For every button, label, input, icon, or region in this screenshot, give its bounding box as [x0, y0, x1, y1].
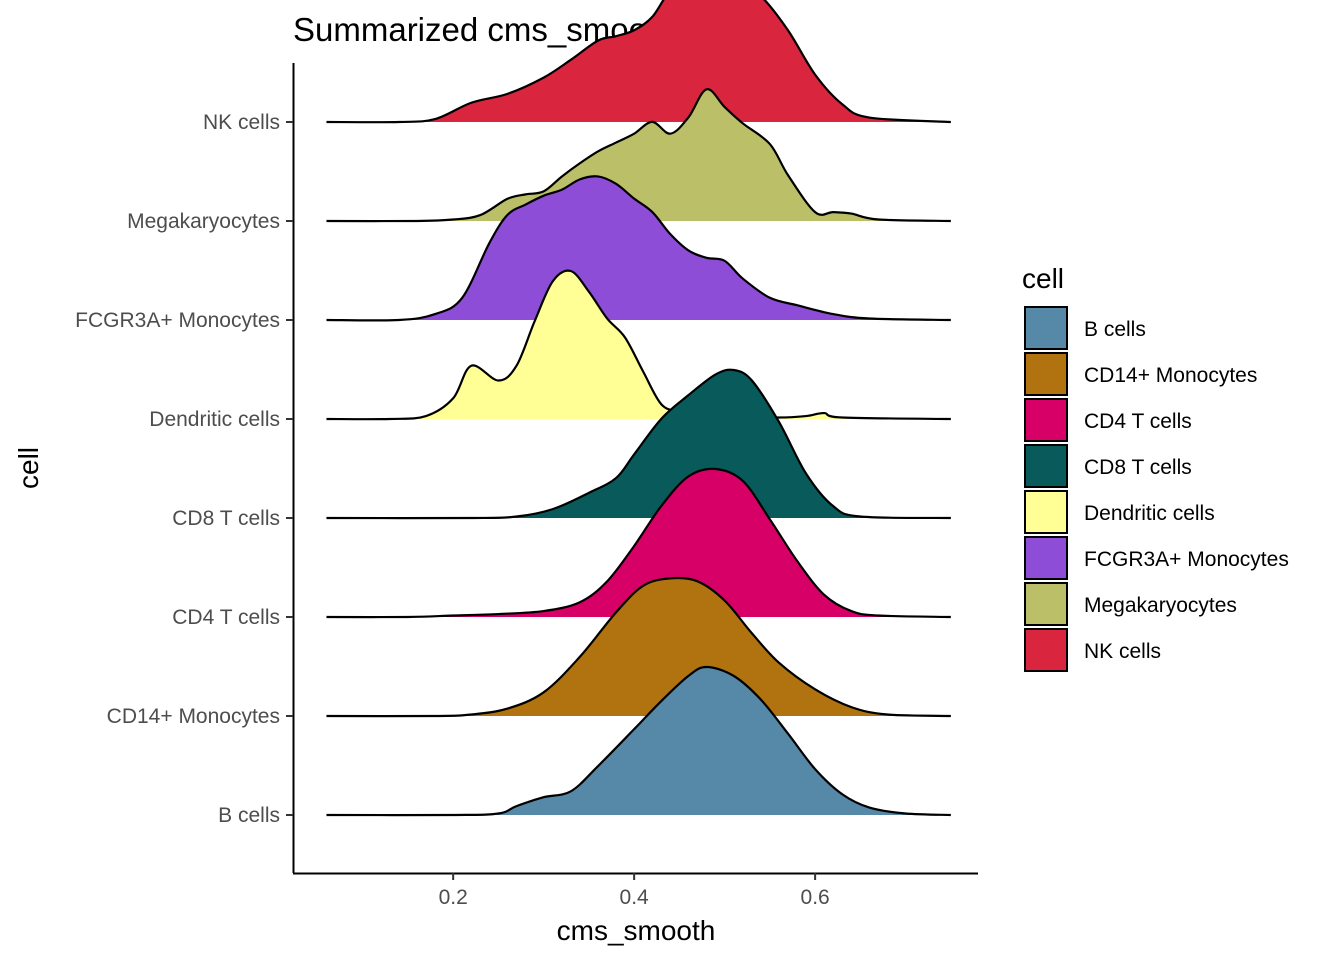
legend-key-b-cells [1024, 306, 1068, 350]
y-tick-label: Megakaryocytes [127, 210, 280, 233]
y-axis-title: cell [13, 447, 44, 489]
ridge-megakaryocytes [326, 88, 951, 223]
y-tick-label: B cells [218, 804, 280, 827]
y-ticks-group: B cells CD14+ Monocytes CD4 T cells CD8 T c… [75, 111, 293, 827]
legend-key-cd8-t-cells [1024, 444, 1068, 488]
legend-key-cd4-t-cells [1024, 398, 1068, 442]
legend-key-fcgr3a-monocytes [1024, 536, 1068, 580]
y-tick-label: FCGR3A+ Monocytes [75, 309, 280, 332]
legend-key-nk-cells [1024, 628, 1068, 672]
ridge-line-cd8-t-cells [326, 368, 951, 520]
y-tick-label: Dendritic cells [149, 408, 280, 431]
ridge-fcgr3a-monocytes [326, 175, 951, 322]
ridge-cd14-monocytes [326, 576, 951, 718]
x-axis-title: cms_smooth [557, 915, 716, 946]
ridge-line-fcgr3a-monocytes [326, 175, 951, 322]
ridge-area-cd4-t-cells [326, 468, 951, 618]
y-tick-label: CD14+ Monocytes [107, 705, 280, 728]
ridges-group [326, 0, 951, 817]
legend-title: cell [1022, 263, 1064, 294]
x-ticks-group: 0.2 0.4 0.6 [439, 873, 830, 909]
legend-label-nk-cells: NK cells [1084, 640, 1161, 663]
y-tick-label: NK cells [203, 111, 280, 134]
ridge-nk-cells [326, 0, 951, 124]
ridge-line-megakaryocytes [326, 88, 951, 223]
ridge-cd8-t-cells [326, 368, 951, 520]
ridge-area-cd14-monocytes [326, 577, 951, 717]
legend-label-cd8-t-cells: CD8 T cells [1084, 456, 1192, 479]
x-tick-label: 0.4 [620, 886, 650, 909]
legend-key-megakaryocytes [1024, 582, 1068, 626]
legend-label-b-cells: B cells [1084, 318, 1146, 341]
y-tick-label: CD4 T cells [172, 606, 280, 629]
y-tick-label: CD8 T cells [172, 507, 280, 530]
ridge-line-b-cells [326, 665, 951, 817]
legend-label-dendritic-cells: Dendritic cells [1084, 502, 1215, 525]
legend-key-dendritic-cells [1024, 490, 1068, 534]
x-tick-label: 0.2 [439, 886, 468, 909]
legend-label-fcgr3a-monocytes: FCGR3A+ Monocytes [1084, 548, 1289, 571]
ridge-line-dendritic-cells [326, 269, 951, 421]
ridge-line-cd14-monocytes [326, 576, 951, 718]
ridge-line-nk-cells [326, 0, 951, 124]
ridge-dendritic-cells [326, 269, 951, 421]
ridge-b-cells [326, 665, 951, 817]
ridge-cd4-t-cells [326, 467, 951, 619]
ridge-area-megakaryocytes [326, 89, 951, 222]
ridge-area-b-cells [326, 667, 951, 816]
ridge-area-nk-cells [326, 0, 951, 123]
legend-key-cd14-monocytes [1024, 352, 1068, 396]
legend: cell B cells CD14+ Monocytes CD4 T cells CD… [1022, 263, 1289, 672]
x-tick-label: 0.6 [801, 886, 830, 909]
legend-label-cd14-monocytes: CD14+ Monocytes [1084, 364, 1257, 387]
ridge-area-fcgr3a-monocytes [326, 176, 951, 321]
ridge-line-cd4-t-cells [326, 467, 951, 619]
ridge-area-cd8-t-cells [326, 369, 951, 519]
legend-label-cd4-t-cells: CD4 T cells [1084, 410, 1192, 433]
ridge-area-dendritic-cells [326, 270, 951, 420]
legend-label-megakaryocytes: Megakaryocytes [1084, 594, 1237, 617]
